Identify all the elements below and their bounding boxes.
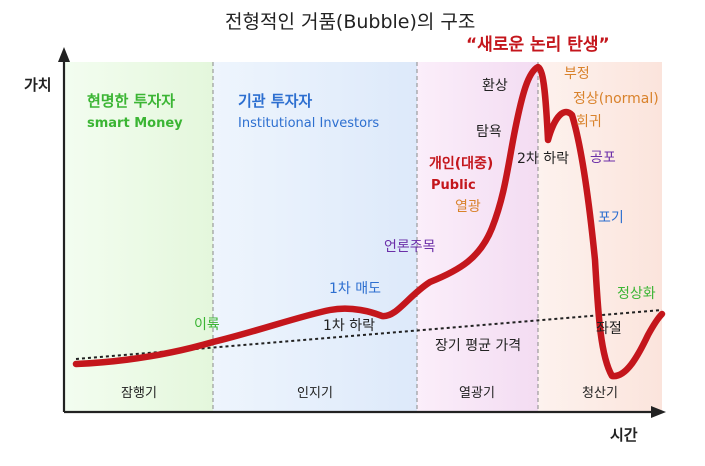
annotation-enthusiasm: 열광	[455, 199, 481, 215]
institutional-investor-label: 기관 투자자	[238, 92, 312, 110]
annotation-long-term-average: 장기 평균 가격	[435, 338, 521, 354]
diagram-title: 전형적인 거품(Bubble)의 구조	[225, 11, 475, 33]
institutional-investors-en-label: Institutional Investors	[238, 116, 379, 131]
annotation-greed: 탐욕	[476, 124, 502, 140]
annotation-retail: 개인(대중)	[429, 155, 493, 172]
annotation-fear: 공포	[590, 150, 616, 166]
phase-bg-2	[213, 62, 417, 412]
annotation-normal: 정상(normal)	[573, 91, 659, 107]
annotation-normalize: 정상화	[617, 286, 656, 302]
annotation-despair: 좌절	[596, 321, 622, 337]
smart-money-label: smart Money	[87, 116, 183, 131]
annotation-second-drop: 2차 하락	[517, 151, 569, 167]
x-axis-label: 시간	[610, 426, 638, 444]
phase-label: 잠행기	[121, 385, 157, 401]
headline-new-logic: “새로운 논리 탄생”	[466, 35, 610, 55]
annotation-illusion: 환상	[482, 78, 508, 94]
phase-label: 인지기	[297, 386, 333, 401]
phase-label: 열광기	[459, 386, 495, 401]
annotation-give-up: 포기	[598, 210, 624, 226]
annotation-public: Public	[431, 178, 476, 193]
annotation-media-attention: 언론주목	[384, 239, 436, 255]
x-axis-arrow	[651, 406, 666, 418]
y-axis-arrow	[58, 47, 70, 62]
annotation-first-sell: 1차 매도	[329, 281, 381, 297]
annotation-denial: 부정	[564, 66, 590, 82]
bubble-curve	[72, 63, 666, 380]
y-axis-label: 가치	[24, 76, 52, 94]
phase-label: 청산기	[582, 386, 618, 401]
annotation-return: 회귀	[576, 114, 602, 130]
annotation-first-drop: 1차 하락	[323, 318, 375, 334]
annotation-profit: 이륙	[194, 317, 220, 333]
smart-investor-label: 현명한 투자자	[87, 92, 175, 110]
